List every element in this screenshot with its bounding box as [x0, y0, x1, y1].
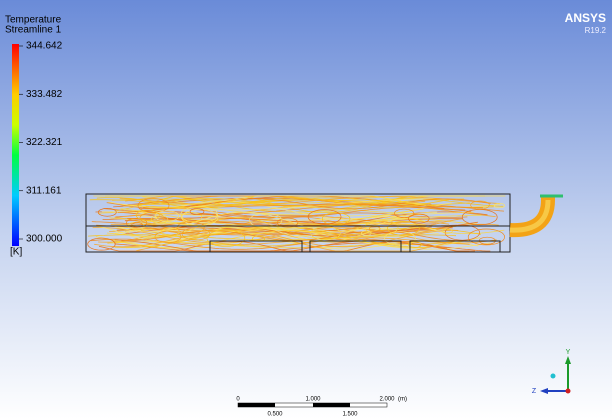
- legend-unit: [K]: [10, 247, 22, 258]
- scale-unit: (m): [398, 397, 407, 403]
- legend-label: 344.642: [26, 41, 63, 52]
- scale-label: 2.000: [379, 397, 395, 403]
- background: [0, 0, 612, 419]
- legend-label: 322.321: [26, 137, 63, 148]
- scale-label: 1.000: [305, 397, 321, 403]
- brand-version: R19.2: [585, 26, 607, 35]
- viewport: Temperature Streamline 1 344.642333.4823…: [0, 0, 612, 419]
- scale-bar: [238, 403, 387, 407]
- legend-label: 300.000: [26, 234, 63, 245]
- legend-subtitle: Streamline 1: [5, 25, 62, 36]
- scale-label: 1.500: [342, 412, 358, 418]
- legend-label: 333.482: [26, 89, 63, 100]
- axis-label: Y: [566, 349, 571, 356]
- scale-label: 0.500: [267, 412, 283, 418]
- legend-label: 311.161: [26, 185, 62, 196]
- brand-name: ANSYS: [565, 11, 606, 25]
- axis-label: Z: [532, 388, 537, 395]
- color-bar: [12, 44, 19, 246]
